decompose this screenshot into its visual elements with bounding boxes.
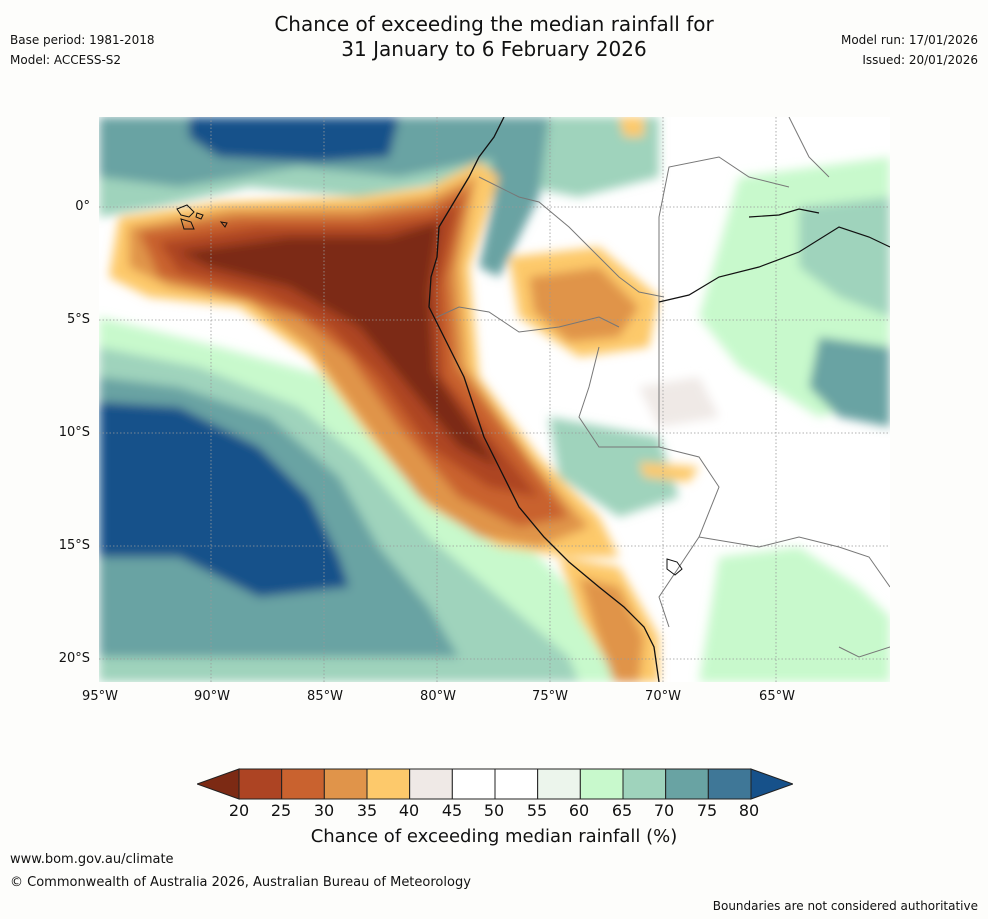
lon-label-80w: 80°W bbox=[420, 689, 456, 704]
country-borders bbox=[436, 117, 890, 658]
cbar-tick-50: 50 bbox=[483, 801, 505, 820]
colorbar-label: Chance of exceeding median rainfall (%) bbox=[310, 826, 678, 847]
probability-field bbox=[99, 117, 890, 682]
lake-titicaca bbox=[666, 558, 683, 576]
meta-right: Model run: 17/01/2026 Issued: 20/01/2026 bbox=[841, 30, 978, 70]
river-tributary bbox=[748, 208, 820, 218]
colorbar-cell bbox=[238, 768, 283, 800]
river bbox=[658, 226, 890, 303]
footer-url[interactable]: www.bom.gov.au/climate bbox=[10, 852, 174, 867]
cbar-tick-65: 65 bbox=[611, 801, 633, 820]
lon-label-70w: 70°W bbox=[645, 689, 681, 704]
title-line-1: Chance of exceeding the median rainfall … bbox=[274, 12, 714, 36]
map-svg bbox=[99, 117, 890, 682]
lon-label-90w: 90°W bbox=[194, 689, 230, 704]
lat-label-15s: 15°S bbox=[58, 538, 90, 553]
cbar-tick-45: 45 bbox=[441, 801, 463, 820]
title-line-2: 31 January to 6 February 2026 bbox=[341, 37, 647, 61]
colorbar-low-arrow bbox=[195, 768, 240, 800]
colorbar-cell bbox=[622, 768, 667, 800]
colorbar-cell bbox=[451, 768, 496, 800]
issued-date: Issued: 20/01/2026 bbox=[862, 53, 978, 67]
model-run: Model run: 17/01/2026 bbox=[840, 33, 978, 47]
cbar-tick-60: 60 bbox=[568, 801, 590, 820]
colorbar-cell bbox=[494, 768, 539, 800]
cbar-tick-25: 25 bbox=[270, 801, 292, 820]
lat-label-10s: 10°S bbox=[58, 425, 90, 440]
colorbar-cell bbox=[366, 768, 411, 800]
footer-copyright: © Commonwealth of Australia 2026, Austra… bbox=[10, 875, 471, 890]
colorbar-cell bbox=[409, 768, 453, 800]
colorbar-cell bbox=[323, 768, 368, 800]
lon-label-85w: 85°W bbox=[307, 689, 343, 704]
colorbar bbox=[195, 768, 795, 800]
lon-label-65w: 65°W bbox=[759, 689, 795, 704]
lat-label-20s: 20°S bbox=[58, 651, 90, 666]
coastline bbox=[428, 117, 660, 682]
galapagos-islands bbox=[176, 204, 228, 230]
cbar-tick-35: 35 bbox=[356, 801, 378, 820]
model-name: Model: ACCESS-S2 bbox=[10, 53, 122, 67]
colorbar-cells bbox=[238, 768, 752, 800]
cbar-tick-75: 75 bbox=[696, 801, 718, 820]
colorbar-svg bbox=[195, 768, 795, 800]
graticule bbox=[99, 117, 890, 682]
cbar-tick-20: 20 bbox=[228, 801, 250, 820]
colorbar-cell bbox=[281, 768, 325, 800]
lon-label-75w: 75°W bbox=[532, 689, 568, 704]
colorbar-cell bbox=[707, 768, 752, 800]
colorbar-high-arrow bbox=[750, 768, 795, 800]
map-title: Chance of exceeding the median rainfall … bbox=[0, 12, 988, 62]
colorbar-cell bbox=[579, 768, 624, 800]
footer-disclaimer: Boundaries are not considered authoritat… bbox=[712, 899, 978, 913]
cbar-tick-40: 40 bbox=[398, 801, 420, 820]
meta-left: Base period: 1981-2018 Model: ACCESS-S2 bbox=[10, 30, 155, 70]
lat-label-0: 0° bbox=[75, 199, 90, 214]
cbar-tick-55: 55 bbox=[526, 801, 548, 820]
colorbar-cell bbox=[665, 768, 709, 800]
cbar-tick-30: 30 bbox=[313, 801, 335, 820]
base-period: Base period: 1981-2018 bbox=[10, 33, 155, 47]
cbar-tick-70: 70 bbox=[653, 801, 675, 820]
lat-label-5s: 5°S bbox=[66, 312, 90, 327]
cbar-tick-80: 80 bbox=[738, 801, 760, 820]
colorbar-cell bbox=[537, 768, 581, 800]
rainfall-map bbox=[99, 117, 890, 682]
lon-label-95w: 95°W bbox=[82, 689, 118, 704]
